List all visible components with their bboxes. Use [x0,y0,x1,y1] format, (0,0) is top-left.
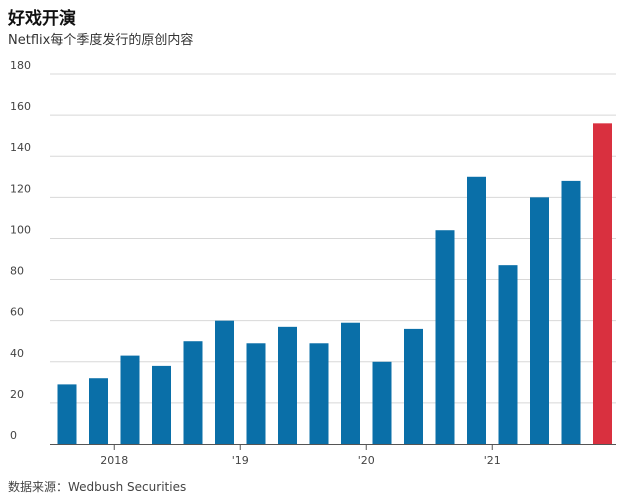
bar [309,343,329,444]
y-tick-label: 20 [10,388,24,401]
source-note: 数据来源：Wedbush Securities [8,480,187,494]
x-tick-label: 2018 [100,454,128,467]
bar [593,123,612,444]
bar [246,343,266,444]
bar [341,322,360,444]
bars [57,123,612,444]
y-tick-label: 60 [10,306,24,319]
x-axis: 2018 '19 '20 '21 [50,444,616,467]
x-tick-label: '19 [232,454,249,467]
y-tick-label: 80 [10,265,24,278]
y-axis-labels: 0 20 40 60 80 100 120 140 160 180 [10,59,31,442]
y-tick-label: 100 [10,223,31,236]
bar [404,328,423,444]
bar [530,197,549,444]
bar [57,384,77,444]
y-tick-label: 120 [10,182,31,195]
y-tick-label: 180 [10,59,31,72]
gridlines [50,73,616,404]
bar [89,378,108,444]
x-tick-label: '20 [358,454,375,467]
x-tick-label: '21 [484,454,501,467]
y-tick-label: 0 [10,429,17,442]
bar [372,361,392,444]
chart-title: 好戏开演 [8,9,76,29]
bar [498,265,518,444]
bar [152,365,171,444]
y-tick-label: 40 [10,347,24,360]
bar [120,355,140,444]
bar [278,326,297,444]
bar [561,180,581,444]
bar [467,176,486,444]
bar [183,341,203,444]
bar [435,230,455,444]
chart-subtitle: Netflix每个季度发行的原创内容 [8,33,194,48]
y-tick-label: 140 [10,141,31,154]
y-tick-label: 160 [10,100,31,113]
bar [215,320,234,444]
